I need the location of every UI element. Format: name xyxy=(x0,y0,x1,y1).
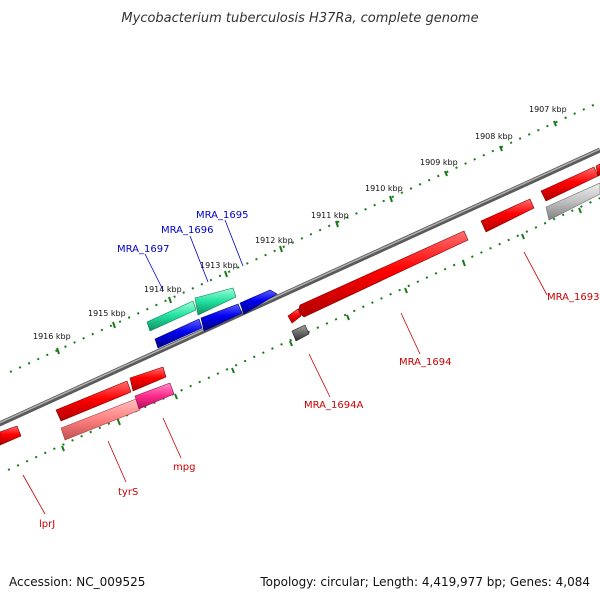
gene-arrow-mra-1693[interactable] xyxy=(480,198,535,233)
leader-mra-1694a xyxy=(308,353,331,398)
gene-label-mpg[interactable]: mpg xyxy=(173,462,195,473)
outer-scale-ring xyxy=(9,101,600,373)
gene-label-mra-1697[interactable]: MRA_1697 xyxy=(117,244,169,255)
leader-mra-1697 xyxy=(144,253,164,291)
gene-arrow-red-small[interactable] xyxy=(129,366,167,392)
gene-arrow-mra-1694a[interactable] xyxy=(287,308,302,324)
leader-tyrs xyxy=(107,440,127,483)
outer-ring-major-ticks xyxy=(56,120,557,355)
gene-arrow-tyrs[interactable] xyxy=(60,398,141,441)
inner-ring-major-ticks xyxy=(61,207,582,452)
tick-label-1911: 1911 kbp xyxy=(311,211,349,220)
tick-label-1915: 1915 kbp xyxy=(88,309,126,318)
accession-label: Accession: NC_009525 xyxy=(9,575,145,589)
tick-label-1910: 1910 kbp xyxy=(365,184,403,193)
gene-label-mra-1695[interactable]: MRA_1695 xyxy=(196,210,248,221)
genome-summary: Topology: circular; Length: 4,419,977 bp… xyxy=(259,575,590,589)
leader-mra-1693 xyxy=(523,251,548,296)
inner-feature-track xyxy=(0,163,600,446)
gene-label-mra-1694[interactable]: MRA_1694 xyxy=(399,357,451,368)
gene-arrow-mra-1696[interactable] xyxy=(194,287,237,316)
gene-arrow-dark-small[interactable] xyxy=(291,324,310,342)
gene-label-mra-1693[interactable]: MRA_1693 xyxy=(547,292,599,303)
label-leaders xyxy=(22,219,548,515)
gene-arrow-red-edge[interactable] xyxy=(595,163,600,177)
map-title: Mycobacterium tuberculosis H37Ra, comple… xyxy=(121,11,478,26)
leader-mra-1696 xyxy=(189,235,209,283)
leader-lprj xyxy=(22,474,46,515)
gene-label-mra-1696[interactable]: MRA_1696 xyxy=(161,225,213,236)
gene-arrow-red-mid-left[interactable] xyxy=(55,380,132,422)
gene-arrow-blue-2[interactable] xyxy=(200,303,243,332)
tick-label-1909: 1909 kbp xyxy=(420,158,458,167)
leader-mra-1695 xyxy=(224,219,244,267)
gene-arrow-mra-1697[interactable] xyxy=(146,300,197,332)
outer-feature-track xyxy=(146,287,278,349)
gene-labels: MRA_1695 MRA_1696 MRA_1697 MRA_1693 MRA_… xyxy=(39,210,599,530)
tick-label-1908: 1908 kbp xyxy=(475,132,513,141)
gene-label-mra-1694a[interactable]: MRA_1694A xyxy=(304,400,363,411)
leader-mra-1694 xyxy=(400,312,421,355)
gene-label-lprj[interactable]: lprJ xyxy=(39,519,55,530)
gene-label-tyrs[interactable]: tyrS xyxy=(118,487,138,498)
gene-arrow-blue-1[interactable] xyxy=(154,318,203,349)
leader-mpg xyxy=(162,417,182,459)
gene-arrow-grey-top-right[interactable] xyxy=(545,182,600,221)
tick-label-1907: 1907 kbp xyxy=(529,105,567,114)
genome-backbone xyxy=(0,147,600,427)
gene-arrow-lprj[interactable] xyxy=(0,425,22,446)
gene-arrow-mra-1695[interactable] xyxy=(239,289,278,315)
tick-label-1913: 1913 kbp xyxy=(200,261,238,270)
gene-arrow-mpg[interactable] xyxy=(134,382,175,410)
tick-label-1916: 1916 kbp xyxy=(33,332,71,341)
tick-label-1912: 1912 kbp xyxy=(255,236,293,245)
